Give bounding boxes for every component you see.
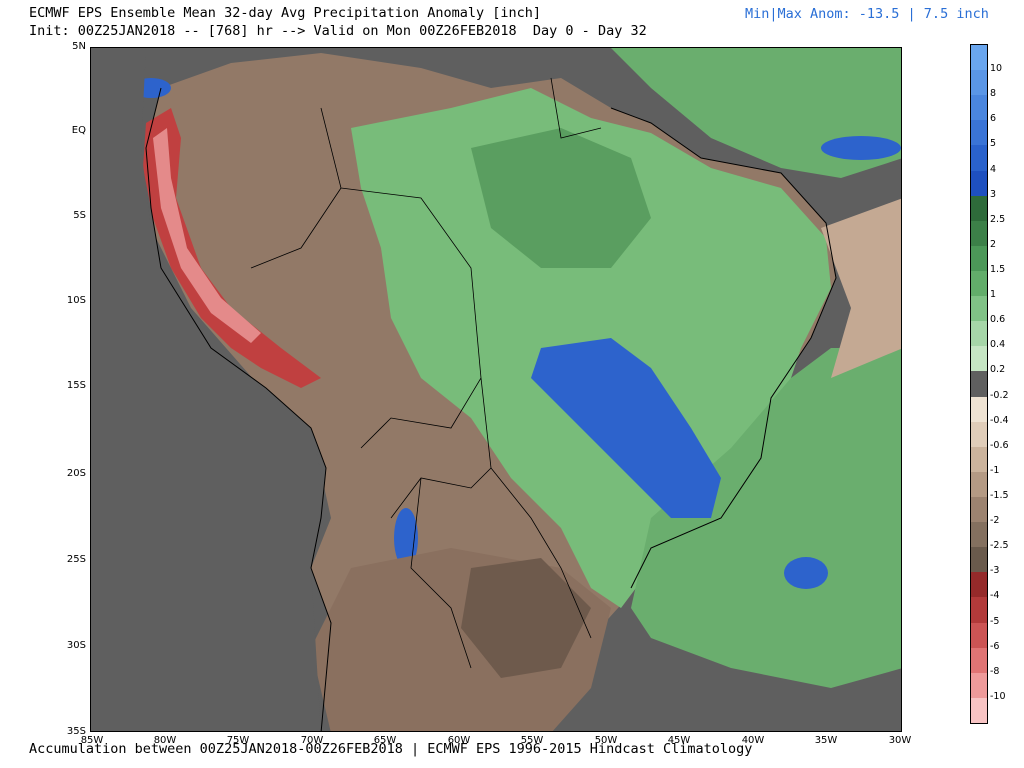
lon-label: 30W	[888, 735, 912, 746]
strong-wet-equatorial-atlantic	[821, 136, 901, 160]
colorbar-cell	[971, 245, 987, 272]
colorbar-cell	[971, 296, 987, 322]
colorbar-tick-label: -1.5	[990, 490, 1009, 501]
colorbar-tick-label: -6	[990, 640, 1000, 652]
colorbar-cell	[971, 70, 987, 96]
lat-label: 30S	[66, 640, 86, 651]
colorbar-cell	[971, 220, 987, 247]
colorbar-cell	[971, 45, 987, 71]
colorbar-cell	[971, 522, 987, 548]
colorbar-tick-label: 2	[990, 238, 997, 250]
lon-label: 40W	[741, 735, 765, 746]
colorbar-tick-label: -0.4	[990, 414, 1009, 426]
colorbar-cell	[971, 697, 987, 724]
colorbar-tick-label: 8	[990, 88, 997, 100]
colorbar-cell	[971, 622, 987, 649]
lat-label: 35S	[66, 726, 86, 737]
colorbar-cell	[971, 195, 987, 222]
colorbar-tick-label: 10	[990, 63, 1003, 75]
colorbar-cell	[971, 120, 987, 146]
colorbar-tick-label: 0.6	[990, 314, 1006, 326]
minmax-anomaly: Min|Max Anom: -13.5 | 7.5 inch	[745, 6, 989, 22]
accumulation-footer: Accumulation between 00Z25JAN2018-00Z26F…	[29, 741, 753, 757]
colorbar-cell	[971, 396, 987, 423]
colorbar-cell	[971, 572, 987, 598]
colorbar-cell	[971, 471, 987, 498]
colorbar-tick-label: 2.5	[990, 213, 1006, 225]
pacific-ocean	[91, 48, 331, 731]
colorbar-tick-label: -2	[990, 515, 1000, 527]
colorbar-cell	[971, 421, 987, 448]
lon-label: 65W	[373, 735, 397, 746]
colorbar-cell	[971, 597, 987, 624]
andes-dry-anomaly-core	[153, 128, 261, 343]
lat-label: 20S	[66, 468, 86, 479]
colorbar-tick-label: 3	[990, 188, 997, 200]
colorbar-tick-label: 0.4	[990, 339, 1006, 351]
wet-anomaly-south-atlantic	[631, 348, 901, 688]
precipitation-anomaly-map	[90, 47, 902, 732]
colorbar-tick-label: -8	[990, 665, 1000, 677]
colorbar-tick-label: -5	[990, 615, 1000, 627]
lon-label: 70W	[300, 735, 324, 746]
colorbar	[970, 44, 988, 724]
lat-label: 15S	[66, 380, 86, 391]
lon-label: 85W	[80, 735, 104, 746]
lat-label: 5N	[72, 41, 86, 52]
colorbar-cell	[971, 346, 987, 372]
lat-label: EQ	[71, 125, 86, 136]
dry-anomaly-darker	[461, 558, 591, 678]
country-borders	[250, 77, 602, 669]
strong-wet-central-brazil	[531, 338, 721, 518]
colorbar-tick-label: -4	[990, 590, 1000, 602]
colorbar-cell	[971, 672, 987, 699]
colorbar-cell	[971, 371, 987, 398]
colorbar-tick-label: -2.5	[990, 540, 1009, 552]
colorbar-tick-label: 4	[990, 163, 997, 175]
colorbar-tick-label: 6	[990, 113, 997, 125]
lon-label: 55W	[520, 735, 544, 746]
colorbar-cell	[971, 497, 987, 523]
coastline	[145, 87, 837, 731]
colorbar-cell	[971, 321, 987, 347]
strong-wet-bolivia	[394, 508, 418, 568]
map-title: ECMWF EPS Ensemble Mean 32-day Avg Preci…	[29, 5, 542, 21]
colorbar-tick-label: -10	[990, 690, 1006, 702]
colorbar-tick-label: -0.6	[990, 439, 1009, 451]
lat-label: 10S	[66, 295, 86, 306]
colorbar-tick-label: 0.2	[990, 364, 1006, 376]
colorbar-cell	[971, 647, 987, 674]
dry-anomaly-northeast	[821, 198, 901, 378]
strong-wet-atlantic	[784, 557, 828, 589]
colorbar-cell	[971, 95, 987, 121]
colorbar-cell	[971, 145, 987, 172]
lon-label: 45W	[667, 735, 691, 746]
lat-label: 5S	[73, 210, 86, 221]
init-info: Init: 00Z25JAN2018 -- [768] hr --> Valid…	[29, 23, 647, 39]
colorbar-cell	[971, 271, 987, 297]
lon-label: 35W	[814, 735, 838, 746]
colorbar-tick-label: 1	[990, 289, 997, 301]
colorbar-tick-label: 5	[990, 138, 997, 150]
wet-anomaly-darker	[471, 128, 651, 268]
colorbar-tick-label: -3	[990, 565, 1000, 577]
lon-label: 60W	[447, 735, 471, 746]
colorbar-tick-label: -0.2	[990, 389, 1009, 401]
lon-label: 50W	[594, 735, 618, 746]
colorbar-tick-label: -1	[990, 464, 1000, 476]
lon-label: 75W	[226, 735, 250, 746]
colorbar-tick-label: 1.5	[990, 264, 1006, 275]
map-canvas	[91, 48, 901, 731]
lat-label: 25S	[66, 554, 86, 565]
colorbar-cell	[971, 170, 987, 197]
colorbar-cell	[971, 446, 987, 473]
colorbar-cell	[971, 547, 987, 573]
lon-label: 80W	[153, 735, 177, 746]
